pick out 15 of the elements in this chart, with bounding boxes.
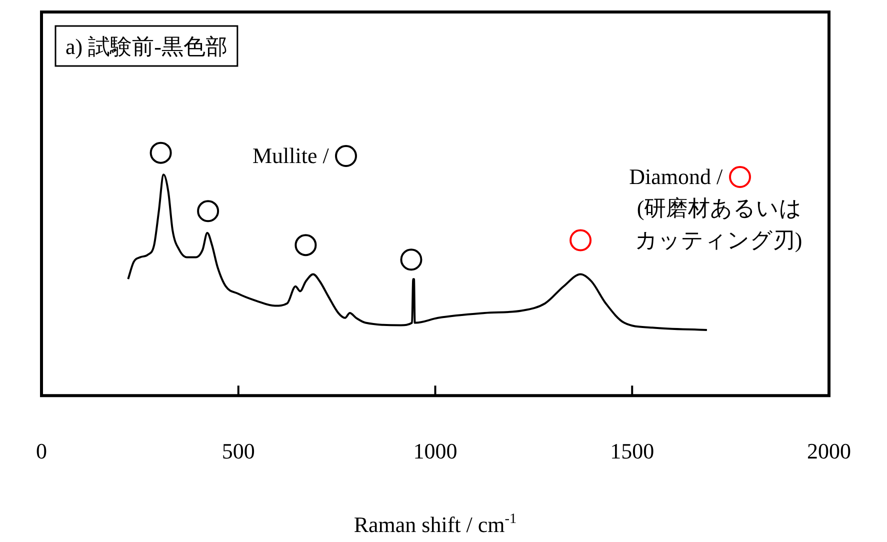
point (400, 248, 422, 271)
annotation: カッティング刃) (634, 227, 802, 252)
x-tick-label: 2000 (807, 438, 851, 464)
legend-label: Diamond / (629, 162, 723, 191)
x-tick-label: 0 (36, 438, 47, 464)
x-tick-label: 1500 (610, 438, 654, 464)
chart-title: a) 試験前-黒色部 (66, 34, 228, 59)
point (570, 229, 592, 252)
point (197, 200, 220, 222)
point (294, 234, 317, 256)
point (150, 142, 172, 164)
annotation: (研磨材あるいは (636, 195, 802, 220)
x-tick-label: 500 (222, 438, 255, 464)
x-tick-label: 1000 (413, 438, 458, 464)
legend-label: Mullite / (252, 142, 329, 170)
